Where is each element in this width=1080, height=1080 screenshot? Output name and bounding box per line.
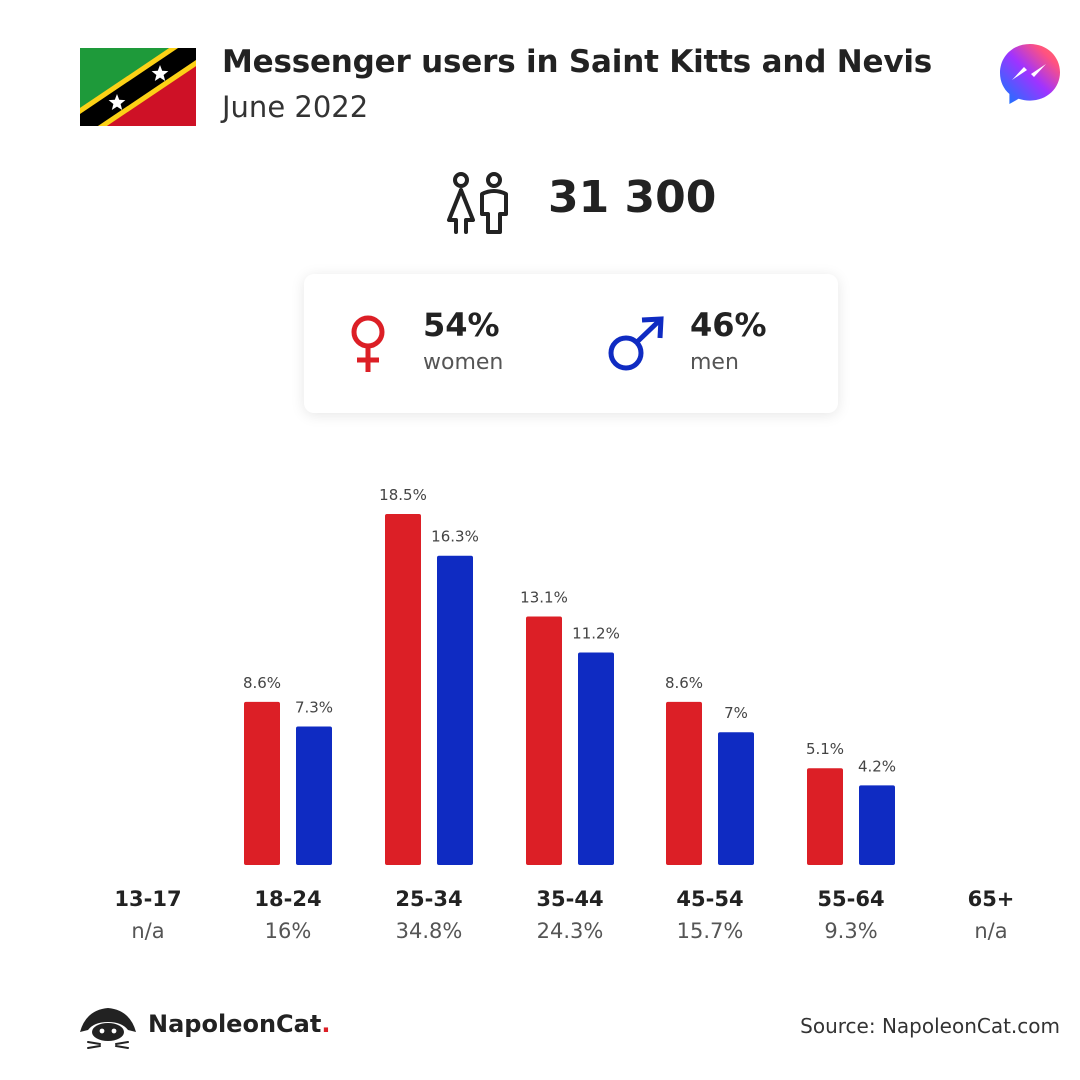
category-label: 65+: [968, 887, 1015, 911]
messenger-icon: [1000, 44, 1060, 104]
category-label: 55-64: [817, 887, 884, 911]
bar-value-label: 13.1%: [520, 588, 568, 606]
men-label: men: [690, 350, 739, 375]
brand-name: NapoleonCat.: [148, 1010, 330, 1038]
bar-women-55-64: [807, 768, 843, 865]
female-icon: [351, 315, 385, 372]
bar-women-18-24: [244, 701, 280, 865]
bar-women-35-44: [526, 616, 562, 865]
bar-value-label: 8.6%: [665, 674, 703, 692]
flag-icon: [80, 48, 196, 126]
male-icon: [608, 316, 664, 371]
bar-women-25-34: [385, 514, 421, 865]
women-percent: 54%: [423, 306, 500, 344]
page-title: Messenger users in Saint Kitts and Nevis: [222, 44, 933, 80]
category-label: 35-44: [536, 887, 603, 911]
source-text: Source: NapoleonCat.com: [800, 1014, 1060, 1038]
bar-men-35-44: [578, 652, 614, 865]
brand-name-text: NapoleonCat: [148, 1010, 322, 1038]
bar-men-55-64: [859, 785, 895, 865]
bar-value-label: 16.3%: [431, 528, 479, 546]
total-users: 31 300: [548, 172, 717, 223]
bar-value-label: 11.2%: [572, 625, 620, 643]
bar-value-label: 8.6%: [243, 674, 281, 692]
category-total: 9.3%: [824, 919, 877, 943]
bar-value-label: 18.5%: [379, 486, 427, 504]
age-chart: 13-17 n/a 8.6% 7.3% 18-24 16% 18.5% 16.3% 25-34 3…: [114, 486, 1015, 943]
brand-dot: .: [321, 1010, 331, 1038]
people-icon: [447, 172, 508, 234]
bar-value-label: 4.2%: [858, 757, 896, 775]
gender-card: 54% women 46% men: [304, 274, 838, 413]
bar-value-label: 7%: [724, 704, 748, 722]
category-label: 18-24: [254, 887, 321, 911]
bar-value-label: 5.1%: [806, 740, 844, 758]
women-label: women: [423, 350, 504, 375]
category-total: n/a: [131, 919, 164, 943]
bar-women-45-54: [666, 701, 702, 865]
category-label: 25-34: [395, 887, 462, 911]
bar-men-45-54: [718, 732, 754, 865]
page-subtitle: June 2022: [222, 90, 369, 124]
category-total: n/a: [974, 919, 1007, 943]
bar-men-18-24: [296, 726, 332, 865]
category-total: 34.8%: [396, 919, 463, 943]
category-label: 45-54: [676, 887, 743, 911]
category-total: 16%: [265, 919, 312, 943]
napoleoncat-logo-icon: [80, 1008, 136, 1049]
category-total: 15.7%: [677, 919, 744, 943]
category-label: 13-17: [114, 887, 181, 911]
bar-men-25-34: [437, 555, 473, 865]
category-total: 24.3%: [537, 919, 604, 943]
bar-value-label: 7.3%: [295, 698, 333, 716]
men-percent: 46%: [690, 306, 767, 344]
